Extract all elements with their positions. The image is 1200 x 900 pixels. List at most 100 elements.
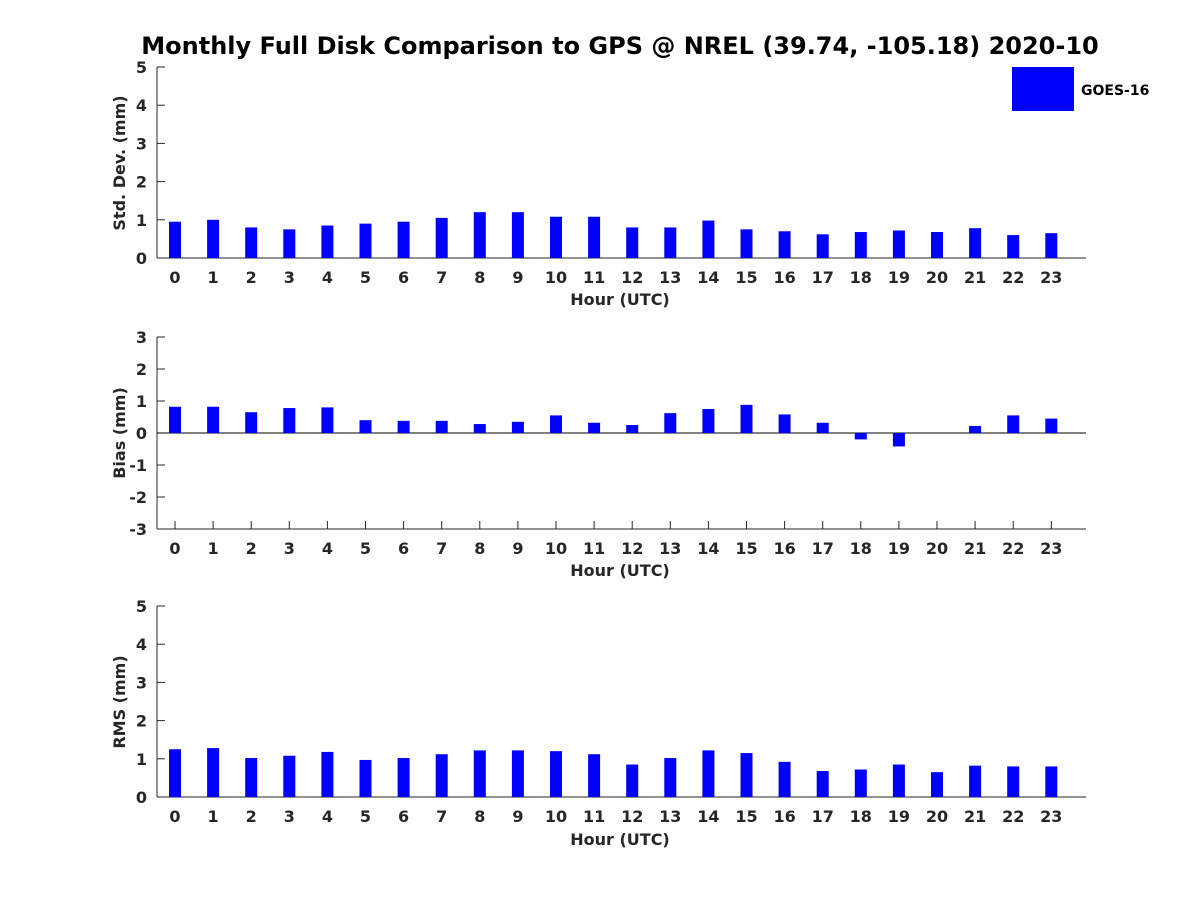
- rms-bar: [702, 750, 715, 797]
- rms-x-tick-label: 20: [926, 807, 948, 826]
- rms-bar: [931, 772, 943, 797]
- bias-x-tick-label: 7: [436, 539, 447, 558]
- std-dev-x-tick-label: 13: [659, 268, 681, 287]
- std-dev-x-tick-label: 5: [360, 268, 371, 287]
- legend-label: GOES-16: [1081, 83, 1149, 99]
- bias-bar: [359, 420, 372, 433]
- std-dev-bar: [435, 217, 448, 258]
- bias-bar: [1045, 418, 1058, 433]
- bias-y-label: Bias (mm): [110, 387, 129, 479]
- std-dev-x-tick-label: 1: [208, 268, 219, 287]
- bias-bar: [435, 420, 448, 433]
- rms-y-tick-label: 5: [136, 597, 147, 616]
- bias-bar: [664, 413, 677, 433]
- bias-y-tick-label: -3: [129, 520, 147, 539]
- rms-x-tick-label: 9: [512, 807, 523, 826]
- rms-x-tick-label: 22: [1002, 807, 1024, 826]
- bias-x-tick-label: 9: [512, 539, 523, 558]
- bias-x-tick-label: 3: [284, 539, 295, 558]
- std-dev-x-tick-label: 11: [583, 268, 605, 287]
- std-dev-bar: [397, 221, 410, 258]
- rms-bar: [550, 751, 562, 797]
- rms-bar: [740, 753, 753, 797]
- rms-bar: [397, 758, 410, 797]
- rms-y-tick-label: 0: [136, 788, 147, 807]
- legend-swatch: [1012, 67, 1074, 111]
- rms-y-tick-label: 3: [136, 673, 147, 692]
- bias-x-tick-label: 13: [659, 539, 681, 558]
- std-dev-bar: [1007, 235, 1020, 258]
- std-dev-bar: [892, 230, 905, 258]
- std-dev-x-tick-label: 6: [398, 268, 409, 287]
- rms-bar: [511, 750, 524, 797]
- rms-bar: [664, 758, 677, 797]
- rms-bar: [969, 765, 982, 797]
- rms-y-label: RMS (mm): [110, 655, 129, 748]
- bias-x-tick-label: 4: [322, 539, 333, 558]
- rms-x-tick-label: 5: [360, 807, 371, 826]
- std-dev-y-tick-label: 1: [136, 211, 147, 230]
- std-dev-bar: [664, 227, 677, 258]
- bias-bar: [169, 406, 181, 433]
- rms-y-tick-label: 4: [136, 635, 147, 654]
- std-dev-x-tick-label: 14: [697, 268, 719, 287]
- std-dev-x-tick-label: 10: [545, 268, 567, 287]
- rms-bar: [626, 764, 639, 797]
- bias-bar: [854, 433, 867, 440]
- std-dev-bar: [245, 227, 258, 258]
- std-dev-x-tick-label: 20: [926, 268, 948, 287]
- rms-x-tick-label: 17: [812, 807, 834, 826]
- bias-x-tick-label: 10: [545, 539, 567, 558]
- bias-bar: [550, 415, 562, 433]
- std-dev-y-tick-label: 0: [136, 249, 147, 268]
- std-dev-x-tick-label: 21: [964, 268, 986, 287]
- bias-bar: [816, 422, 829, 433]
- rms-y-tick-label: 1: [136, 750, 147, 769]
- bias-bar: [892, 433, 905, 447]
- bias-x-tick-label: 16: [773, 539, 795, 558]
- std-dev-bar: [816, 234, 829, 258]
- rms-bar: [1045, 766, 1058, 797]
- std-dev-x-tick-label: 12: [621, 268, 643, 287]
- std-dev-bar: [283, 229, 296, 258]
- rms-x-tick-label: 10: [545, 807, 567, 826]
- std-dev-x-label: Hour (UTC): [570, 290, 670, 309]
- bias-x-tick-label: 12: [621, 539, 643, 558]
- std-dev-bar: [969, 228, 982, 258]
- std-dev-bar: [778, 231, 791, 258]
- rms-bar: [321, 751, 334, 797]
- rms-x-tick-label: 16: [773, 807, 795, 826]
- bias-bar: [588, 422, 601, 433]
- bias-x-tick-label: 17: [812, 539, 834, 558]
- rms-bar: [473, 750, 486, 797]
- std-dev-bar: [473, 212, 486, 258]
- bias-x-tick-label: 8: [474, 539, 485, 558]
- rms-bar: [854, 769, 867, 797]
- bias-x-tick-label: 19: [888, 539, 910, 558]
- std-dev-y-tick-label: 5: [136, 58, 147, 77]
- bias-bar: [511, 421, 524, 433]
- bias-bar: [702, 409, 715, 433]
- std-dev-y-label: Std. Dev. (mm): [110, 95, 129, 230]
- rms-y-tick-label: 2: [136, 712, 147, 731]
- bias-bar: [321, 407, 334, 433]
- rms-x-tick-label: 19: [888, 807, 910, 826]
- std-dev-x-tick-label: 23: [1040, 268, 1062, 287]
- bias-x-tick-label: 14: [697, 539, 719, 558]
- rms-bar: [359, 759, 372, 797]
- rms-bar: [1007, 766, 1020, 797]
- std-dev-x-tick-label: 17: [812, 268, 834, 287]
- bias-x-tick-label: 18: [850, 539, 872, 558]
- std-dev-y-tick-label: 2: [136, 173, 147, 192]
- rms-bar: [207, 748, 220, 797]
- bias-x-tick-label: 21: [964, 539, 986, 558]
- std-dev-bar: [321, 225, 334, 258]
- std-dev-x-tick-label: 4: [322, 268, 333, 287]
- std-dev-bar: [626, 227, 639, 258]
- rms-x-tick-label: 7: [436, 807, 447, 826]
- bias-x-tick-label: 23: [1040, 539, 1062, 558]
